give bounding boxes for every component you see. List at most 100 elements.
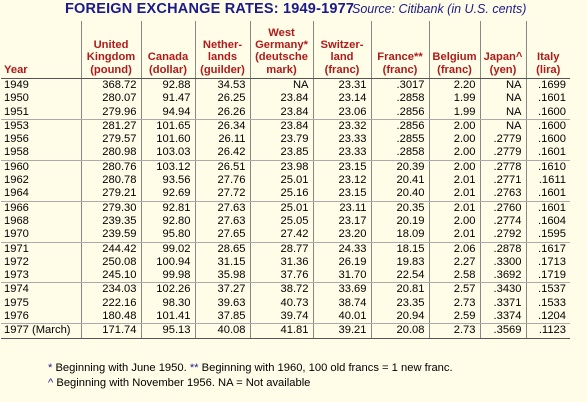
rate-cell: 26.19: [312, 255, 371, 270]
table-row: 1973 245.10 99.98 35.98 37.76 31.70 22.54 2.58.…: [1, 269, 570, 284]
rate-cell: 23.84: [249, 105, 313, 120]
rate-cell: 23.33: [312, 133, 371, 147]
rate-cell: 368.72: [80, 78, 141, 93]
rate-cell: 27.76: [194, 174, 250, 188]
rate-cell: 35.98: [194, 269, 250, 284]
rate-cell: 92.80: [140, 214, 195, 229]
rate-cell: 2.57: [428, 282, 480, 297]
rate-cell: 27.63: [194, 214, 250, 229]
column-header-line: Nether-: [202, 39, 243, 52]
column-header: Japan^ (yen): [479, 21, 526, 79]
rate-cell: 2.01: [428, 228, 480, 243]
rate-cell: .1601: [525, 201, 570, 215]
rate-cell: 23.79: [249, 133, 313, 147]
footnote-marker: **: [189, 362, 199, 374]
rate-cell: .2760: [479, 201, 526, 215]
rate-cell: 39.63: [194, 296, 250, 311]
rate-cell: 95.13: [140, 323, 195, 339]
rate-cell: 20.35: [370, 201, 429, 215]
rate-cell: .1604: [525, 214, 570, 229]
rate-cell: .2858: [370, 146, 429, 161]
rate-cell: 20.19: [370, 214, 429, 229]
rate-cell: 20.94: [370, 310, 429, 325]
rate-cell: .1533: [525, 296, 570, 311]
rate-cell: .2792: [479, 228, 526, 243]
rate-cell: 20.08: [370, 323, 429, 339]
column-header-line: (franc): [324, 63, 360, 76]
table-row: 1972 250.08 100.94 31.15 31.36 26.19 19.83 2.27…: [1, 255, 570, 270]
rate-cell: 280.98: [80, 146, 141, 161]
rate-cell: 2.00: [428, 146, 480, 161]
table-row: 1971 244.42 99.02 28.65 28.77 24.33 18.15 2.06.…: [1, 242, 570, 256]
rate-cell: 2.01: [428, 187, 480, 202]
rate-cell: 222.16: [80, 296, 141, 311]
column-header: United Kingdom (pound): [80, 21, 141, 79]
column-header-line: (dollar): [149, 63, 187, 76]
table-row: 1976 180.48 101.41 37.85 39.74 40.01 20.94 2.59…: [1, 310, 570, 325]
table-row: 1951 279.96 94.94 26.26 23.84 23.06.2856 1.99 N…: [1, 105, 570, 120]
rate-cell: 23.11: [312, 201, 371, 215]
footnote-text: Beginning with November 1956. NA = Not a…: [56, 377, 311, 389]
rate-cell: 2.00: [428, 133, 480, 147]
page-title: FOREIGN EXCHANGE RATES: 1949-1977: [65, 1, 355, 17]
rate-cell: NA: [479, 105, 526, 120]
rate-cell: .1601: [525, 187, 570, 202]
rate-cell: 37.76: [249, 269, 313, 284]
rate-cell: 1.99: [428, 92, 480, 106]
rate-cell: 103.03: [140, 146, 195, 161]
rate-cell: 91.47: [140, 92, 195, 106]
column-header-line: United: [93, 39, 129, 52]
column-header: Nether-lands (guilder): [194, 21, 250, 79]
year-cell: 1951: [1, 105, 81, 120]
rate-cell: 25.01: [249, 174, 313, 188]
rate-cell: .1617: [525, 242, 570, 256]
footnote-2: ^ Beginning with November 1956. NA = Not…: [48, 377, 310, 389]
year-cell: 1956: [4, 133, 29, 146]
rate-cell: 99.98: [140, 269, 195, 284]
rate-cell: 101.41: [140, 310, 195, 325]
rate-cell: 2.00: [428, 160, 480, 175]
column-header-line: (guilder): [200, 63, 245, 76]
column-header-line: (yen): [489, 63, 517, 76]
rate-cell: NA: [479, 92, 526, 106]
rate-cell: 27.72: [194, 187, 250, 202]
rate-cell: 279.30: [80, 201, 141, 215]
column-header-line: Kingdom: [86, 51, 136, 64]
rate-cell: 280.76: [80, 160, 141, 175]
rate-cell: .2855: [370, 133, 429, 147]
exchange-rate-table: Year United Kingdom (pound) Canada (dollar) Ne…: [1, 21, 570, 339]
column-header-line: Japan^: [483, 51, 523, 64]
table-row: 1949 368.72 92.88 34.53 NA 23.31.3017 2.20 NA .1…: [1, 78, 570, 93]
rate-cell: 38.74: [312, 296, 371, 311]
rate-cell: NA: [479, 78, 526, 93]
rate-cell: 24.33: [312, 242, 371, 256]
rate-cell: 23.35: [370, 296, 429, 311]
table-row: 1962 280.78 93.56 27.76 25.01 23.12 20.41 2.01.…: [1, 174, 570, 188]
source-note: Source: Citibank (in U.S. cents): [352, 2, 527, 16]
title-bar: FOREIGN EXCHANGE RATES: 1949-1977 Source…: [0, 0, 587, 20]
rate-cell: 279.57: [80, 133, 141, 147]
column-header-line: (franc): [382, 63, 418, 76]
rate-cell: 40.01: [312, 310, 371, 325]
rate-cell: NA: [249, 78, 313, 93]
rate-cell: 19.83: [370, 255, 429, 270]
rate-cell: .1600: [525, 105, 570, 120]
rate-cell: .2878: [479, 242, 526, 256]
rate-cell: 234.03: [80, 282, 141, 297]
rate-cell: 37.27: [194, 282, 250, 297]
rate-cell: 2.00: [428, 214, 480, 229]
table-row: 1953 281.27 101.65 26.34 23.84 23.32.2856 2.00…: [1, 119, 570, 134]
year-cell: 1960: [4, 160, 29, 173]
table-row: 1968 239.35 92.80 27.63 25.05 23.17 20.19 2.00.…: [1, 214, 570, 229]
rate-cell: .3371: [479, 296, 526, 311]
rate-cell: .1713: [525, 255, 570, 270]
rate-cell: 26.25: [194, 92, 250, 106]
table-row: 1977 (March) 171.74 95.13 40.08 41.81 39.21 20…: [1, 323, 570, 339]
rate-cell: 25.16: [249, 187, 313, 202]
rate-cell: 244.42: [80, 242, 141, 256]
rate-cell: 27.63: [194, 201, 250, 215]
rate-cell: 27.42: [249, 228, 313, 243]
table-row: 1964 279.21 92.69 27.72 25.16 23.15 20.40 2.01.…: [1, 187, 570, 202]
rate-cell: .1204: [525, 310, 570, 325]
rate-cell: .3569: [479, 323, 526, 339]
